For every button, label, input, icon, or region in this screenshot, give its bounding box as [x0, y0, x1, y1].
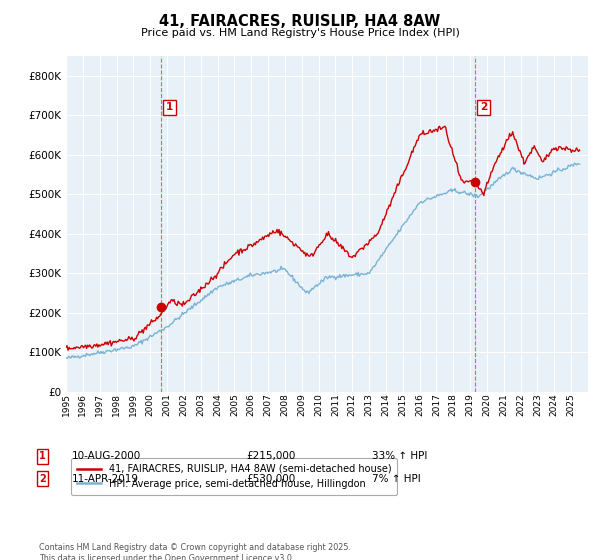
Text: £215,000: £215,000	[246, 451, 295, 461]
Text: 10-AUG-2000: 10-AUG-2000	[72, 451, 141, 461]
Legend: 41, FAIRACRES, RUISLIP, HA4 8AW (semi-detached house), HPI: Average price, semi-: 41, FAIRACRES, RUISLIP, HA4 8AW (semi-de…	[71, 458, 397, 494]
Text: 1: 1	[39, 451, 46, 461]
Text: £530,000: £530,000	[246, 474, 295, 484]
Text: 1: 1	[166, 102, 173, 113]
Text: 11-APR-2019: 11-APR-2019	[72, 474, 139, 484]
Text: 41, FAIRACRES, RUISLIP, HA4 8AW: 41, FAIRACRES, RUISLIP, HA4 8AW	[160, 14, 440, 29]
Text: Contains HM Land Registry data © Crown copyright and database right 2025.
This d: Contains HM Land Registry data © Crown c…	[39, 543, 351, 560]
Text: Price paid vs. HM Land Registry's House Price Index (HPI): Price paid vs. HM Land Registry's House …	[140, 28, 460, 38]
Text: 33% ↑ HPI: 33% ↑ HPI	[372, 451, 427, 461]
Text: 7% ↑ HPI: 7% ↑ HPI	[372, 474, 421, 484]
Text: 2: 2	[480, 102, 487, 113]
Text: 2: 2	[39, 474, 46, 484]
